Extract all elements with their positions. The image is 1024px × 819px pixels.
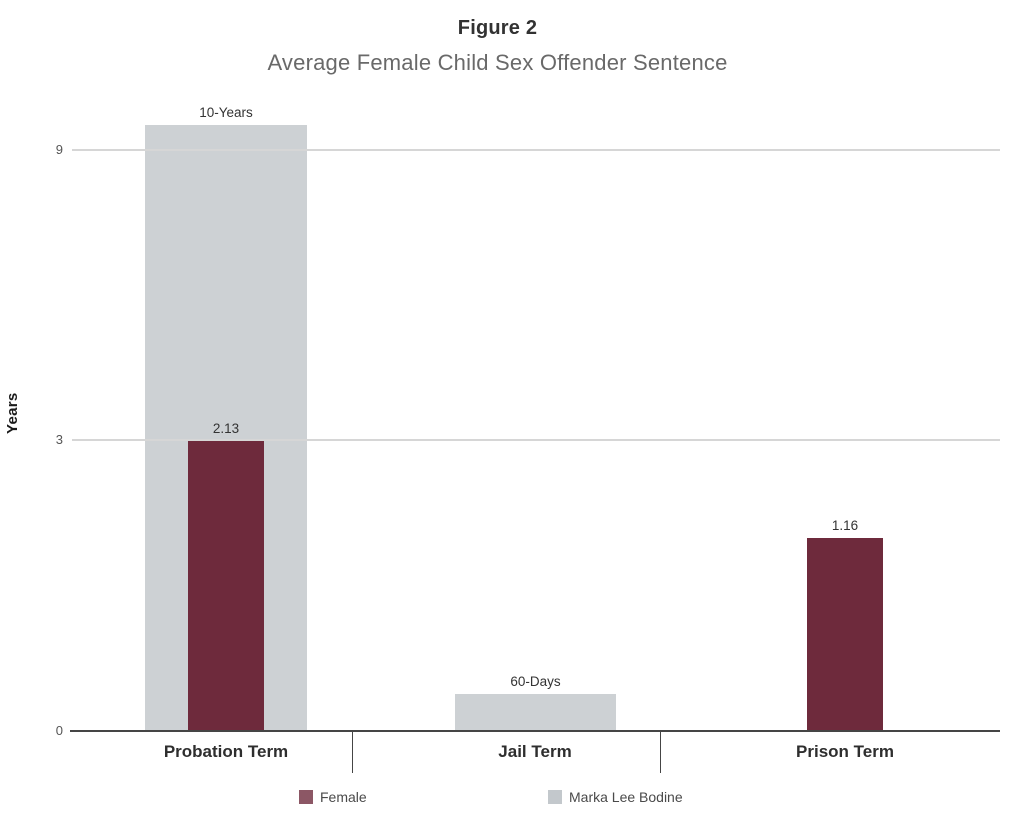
legend-label-female: Female bbox=[320, 789, 367, 805]
chart-subtitle: Average Female Child Sex Offender Senten… bbox=[267, 50, 728, 75]
category-label-prison-term: Prison Term bbox=[796, 742, 894, 761]
y-tick-label-3: 3 bbox=[55, 432, 63, 447]
bar-female-probation-term bbox=[188, 441, 264, 731]
bar-marka-lee-bodine-jail-term bbox=[455, 694, 616, 731]
value-label-marka-lee-bodine-jail-term: 60-Days bbox=[510, 674, 561, 689]
legend-swatch-female bbox=[299, 790, 313, 804]
bar-female-prison-term bbox=[807, 538, 883, 731]
category-label-probation-term: Probation Term bbox=[163, 742, 289, 761]
category-separator-1 bbox=[352, 732, 353, 773]
y-tick-label-0: 0 bbox=[55, 723, 63, 738]
legend-label-marka-lee-bodine: Marka Lee Bodine bbox=[569, 789, 683, 805]
legend-swatch-marka-lee-bodine bbox=[548, 790, 562, 804]
category-label-jail-term: Jail Term bbox=[498, 742, 572, 761]
value-label-marka-lee-bodine-probation-term: 10-Years bbox=[199, 105, 253, 120]
y-axis-title: Years bbox=[4, 392, 21, 434]
y-tick-label-9: 9 bbox=[55, 142, 63, 157]
gridline-y3 bbox=[72, 439, 1000, 441]
chart-title: Figure 2 bbox=[457, 17, 538, 39]
gridline-y9 bbox=[72, 149, 1000, 151]
value-label-female-probation-term: 2.13 bbox=[212, 421, 240, 436]
x-axis-line bbox=[70, 730, 1000, 732]
category-separator-2 bbox=[660, 732, 661, 773]
value-label-female-prison-term: 1.16 bbox=[831, 518, 859, 533]
